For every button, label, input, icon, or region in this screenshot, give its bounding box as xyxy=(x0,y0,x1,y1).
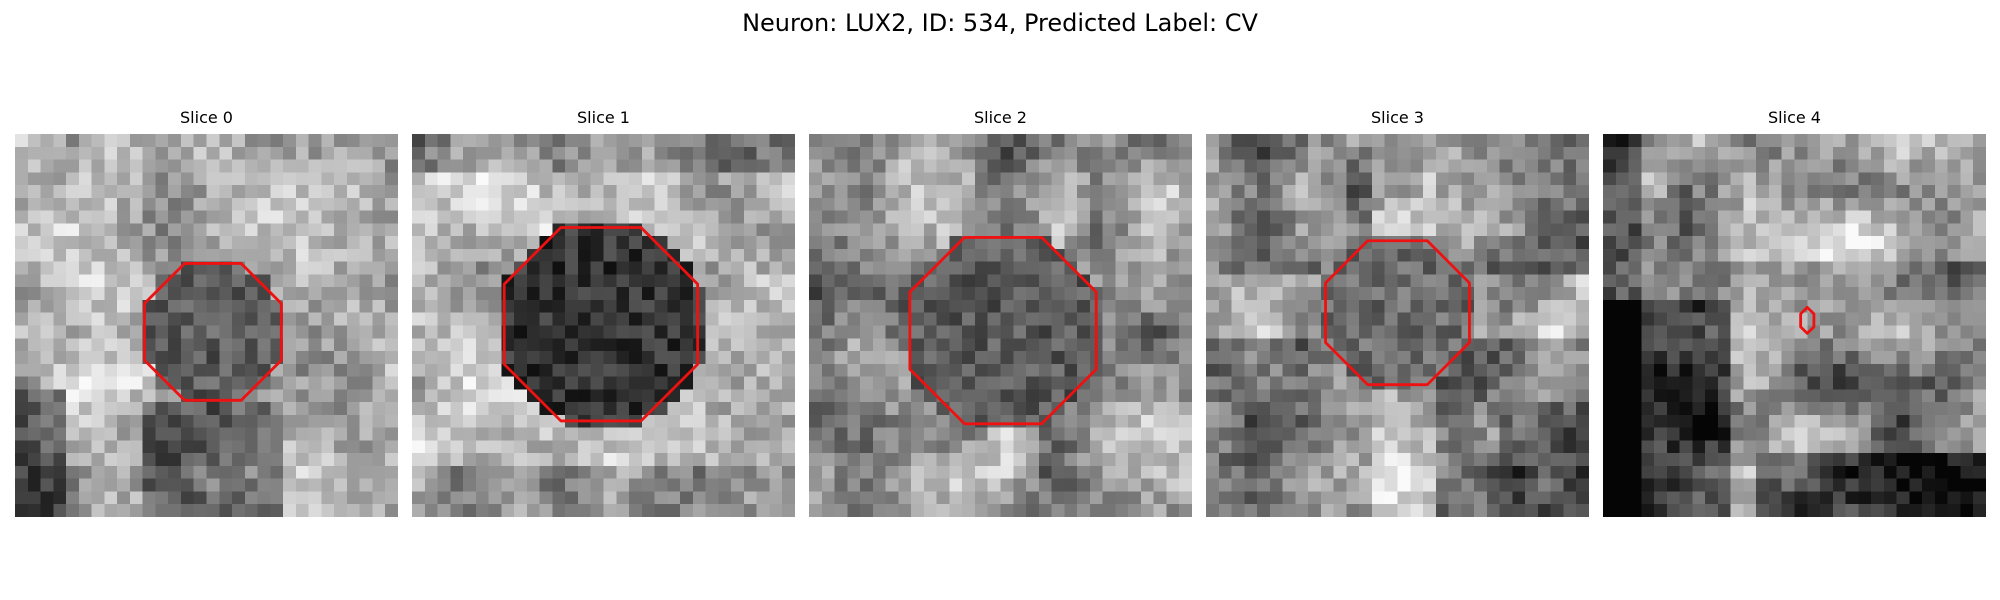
segmentation-contour xyxy=(143,262,283,402)
slice-panel-1: Slice 1 xyxy=(412,108,795,517)
segmentation-contour xyxy=(908,236,1098,426)
slice-title-3: Slice 3 xyxy=(1371,108,1424,127)
slice-image-3 xyxy=(1206,134,1589,517)
slice-panel-3: Slice 3 xyxy=(1206,108,1589,517)
slice-title-0: Slice 0 xyxy=(180,108,233,127)
slice-panel-4: Slice 4 xyxy=(1603,108,1986,517)
slice-title-1: Slice 1 xyxy=(577,108,630,127)
slice-title-2: Slice 2 xyxy=(974,108,1027,127)
slice-image-2 xyxy=(809,134,1192,517)
slice-image-4 xyxy=(1603,134,1986,517)
slice-image-0 xyxy=(15,134,398,517)
figure-title: Neuron: LUX2, ID: 534, Predicted Label: … xyxy=(742,9,1258,37)
slice-panel-0: Slice 0 xyxy=(15,108,398,517)
segmentation-contour xyxy=(502,226,700,423)
segmentation-contour xyxy=(1324,239,1471,387)
slice-panel-2: Slice 2 xyxy=(809,108,1192,517)
slice-title-4: Slice 4 xyxy=(1768,108,1821,127)
slice-image-1 xyxy=(412,134,795,517)
segmentation-contour xyxy=(1799,305,1816,335)
